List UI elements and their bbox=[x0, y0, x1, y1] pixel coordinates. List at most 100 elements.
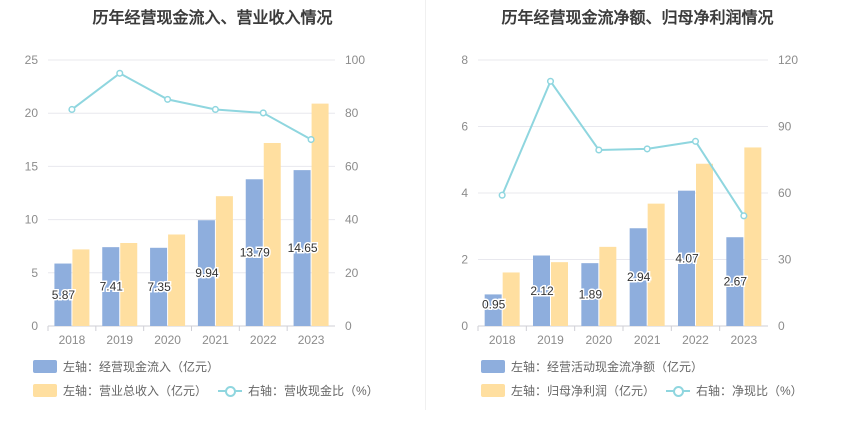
bar-primary bbox=[484, 294, 502, 326]
bar-primary bbox=[581, 263, 599, 326]
bar-primary bbox=[726, 237, 744, 326]
legend-item-cash-revenue-ratio[interactable]: 右轴：营收现金比（%） bbox=[218, 382, 379, 399]
ratio-point bbox=[546, 77, 555, 85]
bar-secondary bbox=[120, 243, 138, 326]
y-left-tick-label: 25 bbox=[25, 53, 39, 67]
bar-secondary bbox=[696, 163, 713, 326]
y-left-tick-label: 10 bbox=[25, 213, 39, 227]
bar-primary bbox=[150, 247, 168, 326]
legend-label: 左轴：经营现金流入（亿元） bbox=[63, 360, 220, 374]
bar-data-label: 2.12 bbox=[530, 284, 554, 298]
bar-data-label: 2.94 bbox=[627, 270, 651, 284]
x-tick-label: 2021 bbox=[634, 333, 661, 347]
ratio-point bbox=[259, 109, 267, 117]
bar-data-label: 2.67 bbox=[724, 275, 748, 289]
bar-data-label: 9.94 bbox=[195, 266, 219, 280]
x-tick-label: 2019 bbox=[106, 333, 133, 347]
legend-item-net-operating-cash-flow[interactable]: 左轴：经营活动现金流净额（亿元） bbox=[481, 358, 703, 375]
bar-primary bbox=[678, 190, 695, 326]
legend-swatch-line bbox=[218, 384, 242, 397]
y-right-tick-label: 40 bbox=[345, 213, 359, 227]
x-tick-label: 2023 bbox=[298, 333, 325, 347]
ratio-point bbox=[595, 146, 603, 154]
ratio-point bbox=[116, 69, 124, 77]
legend-item-net-profit[interactable]: 左轴：归母净利润（亿元） bbox=[481, 382, 655, 399]
bar-secondary bbox=[215, 196, 233, 326]
bar-primary bbox=[197, 220, 215, 326]
y-right-tick-label: 60 bbox=[778, 186, 792, 200]
y-left-tick-label: 5 bbox=[31, 266, 38, 280]
x-tick-label: 2019 bbox=[537, 333, 564, 347]
bar-secondary bbox=[311, 103, 329, 327]
y-right-tick-label: 120 bbox=[778, 53, 798, 67]
legend-item-net-cash-ratio[interactable]: 右轴：净现比（%） bbox=[666, 382, 803, 399]
y-left-tick-label: 0 bbox=[31, 319, 38, 333]
ratio-point bbox=[643, 145, 651, 153]
legend-label: 左轴：归母净利润（亿元） bbox=[511, 384, 656, 398]
ratio-point bbox=[691, 137, 700, 145]
legend-swatch-bar bbox=[33, 360, 57, 373]
bar-data-label: 13.79 bbox=[240, 246, 270, 260]
legend-item-revenue[interactable]: 左轴：营业总收入（亿元） bbox=[33, 382, 207, 399]
ratio-point bbox=[307, 135, 315, 144]
bar-primary bbox=[629, 228, 647, 326]
bar-secondary bbox=[263, 142, 281, 326]
y-right-tick-label: 60 bbox=[345, 159, 359, 173]
bar-data-label: 1.89 bbox=[579, 288, 603, 302]
y-left-tick-label: 6 bbox=[461, 120, 468, 134]
bar-primary bbox=[293, 170, 311, 326]
y-right-tick-label: 20 bbox=[345, 266, 359, 280]
x-tick-label: 2018 bbox=[59, 333, 86, 347]
legend-label: 左轴：经营活动现金流净额（亿元） bbox=[511, 360, 704, 374]
bar-data-label: 4.07 bbox=[675, 251, 699, 265]
bar-data-label: 0.95 bbox=[482, 298, 506, 312]
legend-swatch-bar bbox=[33, 384, 57, 397]
panel-divider bbox=[425, 0, 426, 410]
bar-primary bbox=[245, 179, 263, 326]
y-left-tick-label: 20 bbox=[25, 106, 39, 120]
chart-canvas: 0 5 10 15 20 25 0 20 40 60 80 100 2018 2019 2020 2021 20… bbox=[25, 53, 366, 347]
ratio-point bbox=[68, 105, 76, 114]
bar-secondary bbox=[551, 262, 568, 326]
bar-primary bbox=[102, 247, 120, 326]
chart-canvas: 0 2 4 6 8 0 30 60 90 120 2018 2019 2020 2021 2022 2023 0… bbox=[461, 53, 798, 347]
legend-label: 右轴：净现比（%） bbox=[696, 384, 803, 398]
y-left-tick-label: 8 bbox=[461, 53, 468, 67]
bar-data-label: 7.35 bbox=[147, 280, 171, 294]
chart-panel-cash-inflow: 历年经营现金流入、营业收入情况 0 5 10 15 20 25 0 20 40 60 80 100 20… bbox=[25, 10, 379, 399]
legend-item-cash-inflow[interactable]: 左轴：经营现金流入（亿元） bbox=[33, 358, 219, 375]
legend-swatch-bar bbox=[481, 360, 505, 373]
ratio-point bbox=[740, 212, 748, 220]
ratio-line bbox=[501, 79, 745, 217]
chart-title: 历年经营现金流净额、归母净利润情况 bbox=[501, 10, 774, 27]
x-tick-label: 2020 bbox=[154, 333, 181, 347]
y-left-tick-label: 0 bbox=[461, 319, 468, 333]
bar-secondary bbox=[168, 234, 186, 326]
y-left-tick-label: 2 bbox=[461, 253, 468, 267]
ratio-point bbox=[164, 95, 172, 103]
chart-panel-net-cash-flow: 历年经营现金流净额、归母净利润情况 0 2 4 6 8 0 30 60 90 120 2018 201… bbox=[425, 0, 850, 437]
x-tick-label: 2020 bbox=[585, 333, 612, 347]
bar-data-label: 5.87 bbox=[52, 288, 76, 302]
bar-data-label: 7.41 bbox=[100, 280, 124, 294]
bar-secondary bbox=[647, 203, 665, 326]
y-right-tick-label: 0 bbox=[778, 319, 785, 333]
chart-title: 历年经营现金流入、营业收入情况 bbox=[92, 10, 333, 27]
x-tick-label: 2022 bbox=[250, 333, 277, 347]
legend-swatch-bar bbox=[481, 384, 505, 397]
x-tick-label: 2021 bbox=[202, 333, 229, 347]
x-tick-label: 2022 bbox=[682, 333, 709, 347]
bar-primary bbox=[533, 255, 550, 326]
legend-label: 右轴：营收现金比（%） bbox=[248, 384, 379, 398]
y-left-tick-label: 15 bbox=[25, 159, 39, 173]
legend-label: 左轴：营业总收入（亿元） bbox=[63, 384, 208, 398]
bar-secondary bbox=[599, 246, 617, 326]
x-tick-label: 2018 bbox=[489, 333, 516, 347]
bar-secondary bbox=[502, 272, 520, 326]
ratio-line bbox=[71, 72, 312, 141]
bar-secondary bbox=[744, 147, 762, 326]
bar-primary bbox=[54, 263, 72, 326]
y-right-tick-label: 0 bbox=[345, 319, 352, 333]
y-right-tick-label: 90 bbox=[778, 120, 792, 134]
bar-secondary bbox=[72, 249, 90, 326]
